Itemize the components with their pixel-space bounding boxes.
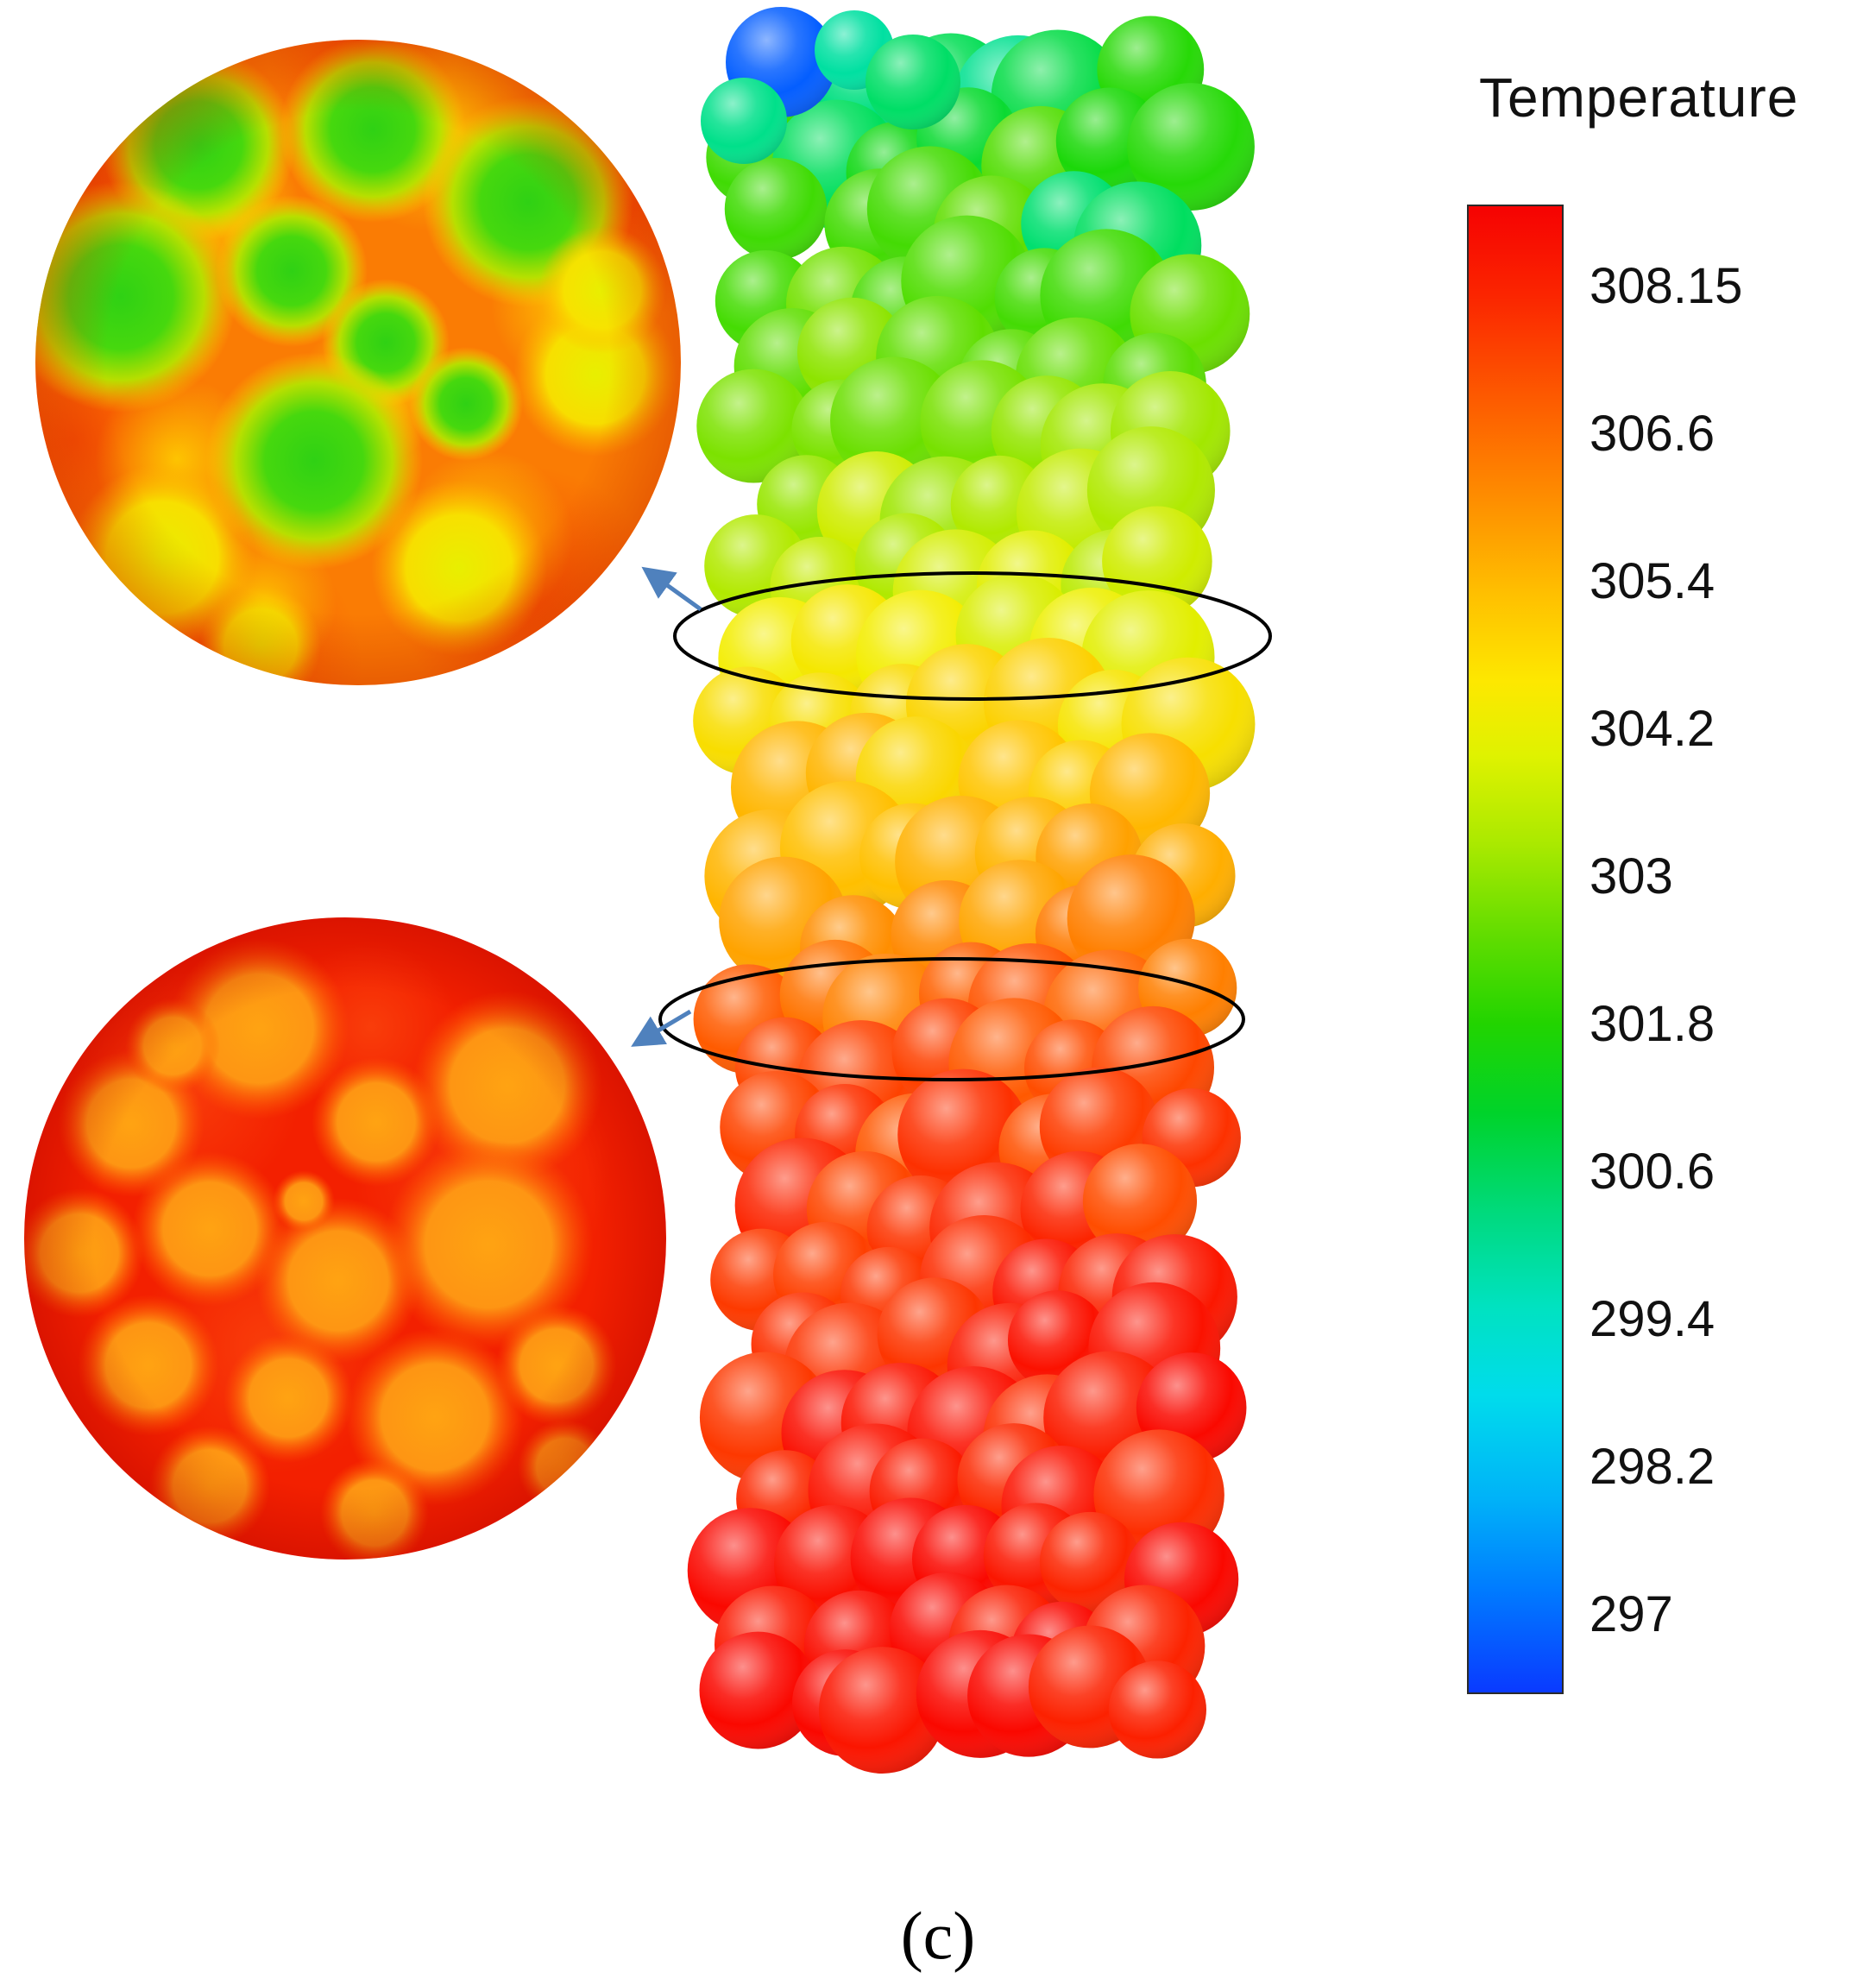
sphere-shading bbox=[1082, 1144, 1198, 1258]
legend-tick-4: 303 bbox=[1590, 848, 1673, 904]
sphere-shading bbox=[1127, 83, 1255, 211]
legend-tick-5: 301.8 bbox=[1590, 996, 1715, 1052]
legend-tick-9: 297 bbox=[1590, 1586, 1673, 1642]
figure-caption: (c) bbox=[900, 1898, 976, 1973]
sphere-shading bbox=[1039, 1511, 1141, 1613]
sphere-shading bbox=[866, 35, 960, 129]
inset-top-cross-section bbox=[35, 40, 681, 685]
sphere-shading bbox=[830, 356, 959, 485]
legend-tick-8: 298.2 bbox=[1590, 1439, 1715, 1495]
legend-tick-0: 308.15 bbox=[1590, 258, 1743, 314]
sphere-shading bbox=[1108, 1660, 1206, 1759]
inset-bottom-cross-section bbox=[24, 917, 666, 1560]
inset-rim-shading bbox=[35, 40, 681, 685]
arrow-to-top-inset bbox=[641, 566, 702, 612]
arrow-to-bottom-inset bbox=[631, 1009, 692, 1047]
legend-title: Temperature bbox=[1479, 66, 1799, 129]
sphere-shading bbox=[724, 157, 828, 261]
temperature-colorbar bbox=[1467, 205, 1564, 1694]
legend-tick-2: 305.4 bbox=[1590, 553, 1715, 609]
sphere-shading bbox=[1102, 506, 1212, 617]
legend-tick-6: 300.6 bbox=[1590, 1144, 1715, 1200]
inset-rim-shading bbox=[24, 917, 666, 1560]
sphere-shading bbox=[818, 1647, 946, 1774]
sphere-shading bbox=[696, 369, 811, 483]
legend-tick-3: 304.2 bbox=[1590, 701, 1715, 757]
packed-bed-column bbox=[687, 7, 1256, 1774]
legend-tick-7: 299.4 bbox=[1590, 1291, 1715, 1347]
section-ellipse-top bbox=[673, 571, 1272, 701]
sphere-shading bbox=[699, 1631, 817, 1749]
sphere-shading bbox=[701, 78, 787, 164]
legend-tick-1: 306.6 bbox=[1590, 406, 1715, 462]
